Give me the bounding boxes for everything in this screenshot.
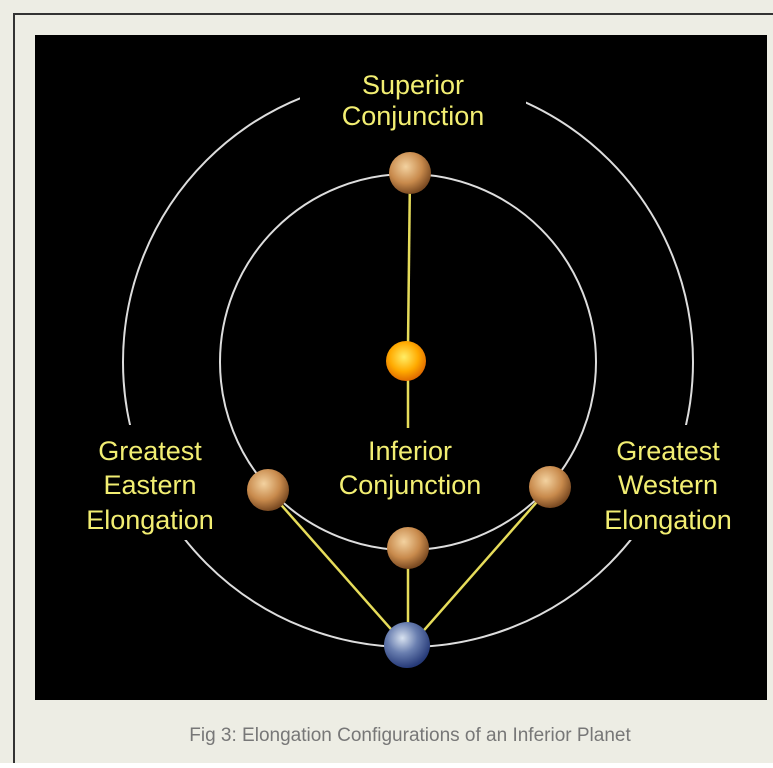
label: Eastern (103, 470, 196, 500)
label: Conjunction (342, 101, 485, 131)
label: Inferior (368, 436, 452, 466)
label: Greatest (98, 436, 202, 466)
label: Elongation (604, 505, 732, 535)
planet-western (529, 466, 571, 508)
figure: Superior Conjunction Inferior Conjunctio… (0, 0, 773, 763)
label: Superior (362, 70, 464, 100)
label: Western (618, 470, 718, 500)
caption: Fig 3: Elongation Configurations of an I… (189, 725, 631, 746)
label: Conjunction (339, 470, 482, 500)
label: Greatest (616, 436, 720, 466)
planet-eastern (247, 469, 289, 511)
earth (384, 622, 430, 668)
sun (386, 341, 426, 381)
planet-inferior (387, 527, 429, 569)
planet-superior (389, 152, 431, 194)
label: Elongation (86, 505, 214, 535)
